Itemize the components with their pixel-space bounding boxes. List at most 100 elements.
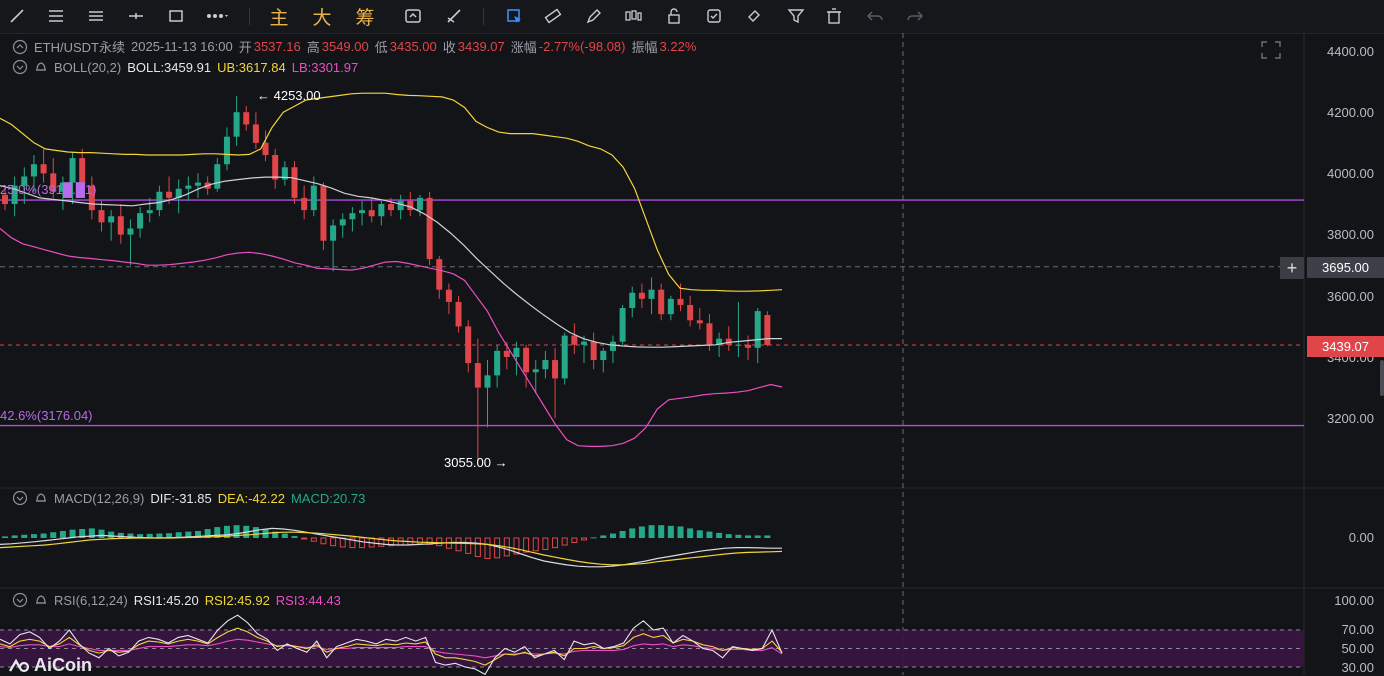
replay-icon[interactable] <box>401 4 425 28</box>
rsi3-value: RSI3:44.43 <box>275 592 341 608</box>
macd-hist-bar <box>272 531 279 538</box>
brush-icon[interactable] <box>442 4 466 28</box>
candle-body <box>223 136 230 165</box>
boll-name[interactable]: BOLL(20,2) <box>54 59 122 75</box>
price-chart[interactable] <box>0 33 1384 675</box>
collapse-icon[interactable] <box>12 592 28 608</box>
filter-icon[interactable] <box>784 4 808 28</box>
candle-body <box>59 182 66 192</box>
macd-dif: DIF:-31.85 <box>150 490 212 506</box>
candle-body <box>590 341 597 361</box>
add-alert-plus-icon[interactable]: + <box>1280 257 1304 279</box>
macd-hist-bar <box>233 525 240 538</box>
price-tick: 3200.00 <box>1327 411 1374 426</box>
macd-hist-bar <box>658 525 665 538</box>
candle-body <box>127 228 134 235</box>
candle-body <box>330 225 337 241</box>
macd-hist-bar <box>320 537 327 545</box>
macd-pane <box>0 525 783 568</box>
macd-hist-bar <box>561 537 568 546</box>
chips-button[interactable]: 筹 <box>355 7 375 29</box>
redo-icon[interactable] <box>903 4 927 28</box>
boll-lb: LB:3301.97 <box>291 59 359 75</box>
alert-bell-icon[interactable] <box>34 60 48 74</box>
toolbar: 主 大 筹 <box>0 0 1384 34</box>
candle-body <box>619 308 626 342</box>
candle-body <box>30 164 37 177</box>
pencil-icon[interactable] <box>582 4 606 28</box>
undo-icon[interactable] <box>863 4 887 28</box>
more-dots-icon[interactable] <box>203 4 231 28</box>
ruler-icon[interactable] <box>541 4 565 28</box>
macd-hist-bar <box>571 537 578 543</box>
macd-hist-bar <box>98 529 105 538</box>
aicoin-logo: AiCoin <box>8 655 92 676</box>
macd-hist-bar <box>523 537 530 553</box>
rsi-pane <box>0 614 783 675</box>
macd-value: MACD:20.73 <box>290 490 366 506</box>
candle-body <box>214 164 221 189</box>
horizontal-ray-icon[interactable] <box>125 4 147 28</box>
checklist-icon[interactable] <box>702 4 726 28</box>
toolbar-divider <box>483 8 484 25</box>
candle-body <box>532 369 539 373</box>
candle-body <box>629 292 636 309</box>
candle-body <box>407 200 414 211</box>
price-tick: 3800.00 <box>1327 227 1374 242</box>
alert-bell-icon[interactable] <box>34 491 48 505</box>
candle-body <box>320 185 327 241</box>
high-annotation: ← 4253.00 <box>257 88 321 103</box>
macd-hist-bar <box>40 533 47 538</box>
boll-lower-line <box>0 228 783 447</box>
candle-body <box>359 210 366 214</box>
macd-hist-bar <box>609 533 616 538</box>
candle-body <box>349 213 356 220</box>
candle-body <box>658 289 665 315</box>
large-chart-button[interactable]: 大 <box>312 7 332 29</box>
fib-upper-label: 25.0%(391█.█1) <box>0 182 97 197</box>
candle-body <box>272 155 279 180</box>
cursor-icon[interactable] <box>502 4 526 28</box>
horizontal-lines-icon[interactable] <box>45 4 67 28</box>
macd-hist-bar <box>629 528 636 538</box>
candle-body <box>233 112 240 137</box>
fullscreen-icon[interactable] <box>1260 40 1282 60</box>
low-value: 3435.00 <box>389 39 437 54</box>
close-value: 3439.07 <box>457 39 505 54</box>
boll-mid-line <box>0 176 782 348</box>
price-tick: 4400.00 <box>1327 44 1374 59</box>
trend-line-icon[interactable] <box>6 4 28 28</box>
macd-hist-bar <box>590 537 597 539</box>
rsi-legend: RSI(6,12,24) RSI1:45.20 RSI2:45.92 RSI3:… <box>12 592 347 608</box>
collapse-icon[interactable] <box>12 490 28 506</box>
boll-lines <box>0 92 783 447</box>
candle-body <box>706 323 713 345</box>
main-chart-button[interactable]: 主 <box>269 7 289 29</box>
trash-icon[interactable] <box>822 4 846 28</box>
macd-hist-bar <box>195 530 201 538</box>
macd-hist-bar <box>21 534 28 538</box>
magnet-icon[interactable] <box>742 4 766 28</box>
collapse-icon[interactable] <box>12 59 28 75</box>
rsi-tick: 100.00 <box>1334 593 1374 608</box>
alert-bell-icon[interactable] <box>34 593 48 607</box>
macd-hist-bar <box>378 537 385 547</box>
candles-icon[interactable] <box>621 4 645 28</box>
rsi-name[interactable]: RSI(6,12,24) <box>54 592 128 608</box>
rsi-tick: 70.00 <box>1341 622 1374 637</box>
macd-hist-bar <box>416 537 423 545</box>
macd-hist-bar <box>204 529 211 538</box>
header-legend: ETH/USDT永续 2025-11-13 16:00 开 3537.16 高 … <box>12 37 702 56</box>
macd-name[interactable]: MACD(12,26,9) <box>54 490 145 506</box>
symbol-collapse-icon[interactable] <box>12 39 28 55</box>
rectangle-icon[interactable] <box>165 4 187 28</box>
macd-hist-bar <box>281 533 288 538</box>
parallel-lines-icon[interactable] <box>85 4 107 28</box>
lock-icon[interactable] <box>662 4 686 28</box>
macd-dea: DEA:-42.22 <box>217 490 285 506</box>
macd-hist-bar <box>156 533 163 538</box>
boll-mid: BOLL:3459.91 <box>127 59 212 75</box>
candle-body <box>600 350 607 361</box>
candle-body <box>195 182 201 186</box>
macd-hist-bar <box>310 537 317 542</box>
